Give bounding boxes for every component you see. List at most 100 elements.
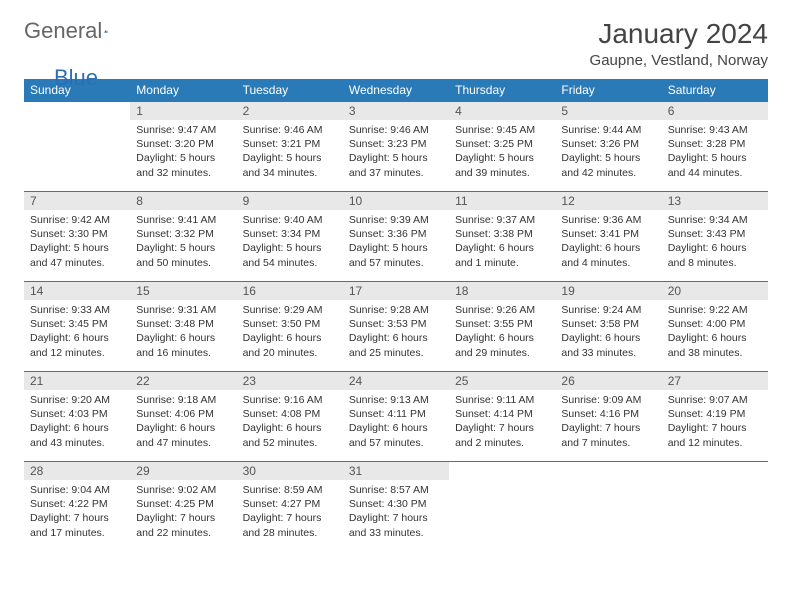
day-number: 30 (237, 462, 343, 480)
calendar-cell: 17 Sunrise: 9:28 AMSunset: 3:53 PMDayligh… (343, 282, 449, 372)
daylight-text-2: and 28 minutes. (243, 526, 337, 540)
day-number: 16 (237, 282, 343, 300)
day-details: Sunrise: 9:45 AMSunset: 3:25 PMDaylight:… (449, 120, 555, 186)
daylight-text: Daylight: 6 hours (455, 331, 549, 345)
sunrise-text: Sunrise: 9:29 AM (243, 303, 337, 317)
sunrise-text: Sunrise: 9:46 AM (349, 123, 443, 137)
daylight-text-2: and 42 minutes. (561, 166, 655, 180)
sunrise-text: Sunrise: 9:26 AM (455, 303, 549, 317)
weekday-header: Saturday (662, 79, 768, 102)
sunset-text: Sunset: 3:53 PM (349, 317, 443, 331)
sunrise-text: Sunrise: 9:31 AM (136, 303, 230, 317)
sunrise-text: Sunrise: 9:18 AM (136, 393, 230, 407)
daylight-text: Daylight: 6 hours (136, 331, 230, 345)
day-number: 28 (24, 462, 130, 480)
sunset-text: Sunset: 3:23 PM (349, 137, 443, 151)
calendar-cell: 9Sunrise: 9:40 AMSunset: 3:34 PMDaylight… (237, 192, 343, 282)
day-details: Sunrise: 9:09 AMSunset: 4:16 PMDaylight:… (555, 390, 661, 456)
day-details: Sunrise: 9:36 AMSunset: 3:41 PMDaylight:… (555, 210, 661, 276)
calendar-cell: 30Sunrise: 8:59 AMSunset: 4:27 PMDayligh… (237, 462, 343, 552)
title-block: January 2024 Gaupne, Vestland, Norway (590, 18, 768, 69)
daylight-text: Daylight: 7 hours (455, 421, 549, 435)
location: Gaupne, Vestland, Norway (590, 52, 768, 69)
sunrise-text: Sunrise: 9:28 AM (349, 303, 443, 317)
day-details: Sunrise: 9:31 AMSunset: 3:48 PMDaylight:… (130, 300, 236, 366)
day-number: 25 (449, 372, 555, 390)
sunset-text: Sunset: 4:14 PM (455, 407, 549, 421)
sunrise-text: Sunrise: 9:02 AM (136, 483, 230, 497)
calendar-cell: 7Sunrise: 9:42 AMSunset: 3:30 PMDaylight… (24, 192, 130, 282)
sunset-text: Sunset: 3:26 PM (561, 137, 655, 151)
sunset-text: Sunset: 3:38 PM (455, 227, 549, 241)
day-details: Sunrise: 9:02 AMSunset: 4:25 PMDaylight:… (130, 480, 236, 546)
daylight-text: Daylight: 6 hours (349, 421, 443, 435)
daylight-text: Daylight: 6 hours (243, 421, 337, 435)
day-details: Sunrise: 9:42 AMSunset: 3:30 PMDaylight:… (24, 210, 130, 276)
day-details: Sunrise: 9:16 AMSunset: 4:08 PMDaylight:… (237, 390, 343, 456)
daylight-text: Daylight: 6 hours (30, 331, 124, 345)
calendar-week-row: 14Sunrise: 9:33 AMSunset: 3:45 PMDayligh… (24, 282, 768, 372)
daylight-text: Daylight: 6 hours (30, 421, 124, 435)
daylight-text: Daylight: 7 hours (243, 511, 337, 525)
sunrise-text: Sunrise: 9:37 AM (455, 213, 549, 227)
daylight-text: Daylight: 6 hours (561, 331, 655, 345)
calendar-cell: 11Sunrise: 9:37 AMSunset: 3:38 PMDayligh… (449, 192, 555, 282)
day-number: 17 (343, 282, 449, 300)
month-title: January 2024 (590, 18, 768, 50)
day-number: 4 (449, 102, 555, 120)
sunset-text: Sunset: 4:19 PM (668, 407, 762, 421)
day-details: Sunrise: 8:57 AMSunset: 4:30 PMDaylight:… (343, 480, 449, 546)
calendar-cell (24, 102, 130, 192)
daylight-text: Daylight: 6 hours (349, 331, 443, 345)
daylight-text-2: and 37 minutes. (349, 166, 443, 180)
daylight-text: Daylight: 5 hours (243, 151, 337, 165)
sunrise-text: Sunrise: 9:13 AM (349, 393, 443, 407)
day-number: 9 (237, 192, 343, 210)
daylight-text-2: and 52 minutes. (243, 436, 337, 450)
day-details: Sunrise: 9:20 AMSunset: 4:03 PMDaylight:… (24, 390, 130, 456)
day-number: 27 (662, 372, 768, 390)
day-details: Sunrise: 9:34 AMSunset: 3:43 PMDaylight:… (662, 210, 768, 276)
calendar-cell: 1Sunrise: 9:47 AMSunset: 3:20 PMDaylight… (130, 102, 236, 192)
day-number: 14 (24, 282, 130, 300)
sunset-text: Sunset: 3:28 PM (668, 137, 762, 151)
weekday-header: Tuesday (237, 79, 343, 102)
day-number: 29 (130, 462, 236, 480)
day-details: Sunrise: 9:18 AMSunset: 4:06 PMDaylight:… (130, 390, 236, 456)
daylight-text: Daylight: 7 hours (349, 511, 443, 525)
calendar-cell: 6Sunrise: 9:43 AMSunset: 3:28 PMDaylight… (662, 102, 768, 192)
daylight-text-2: and 32 minutes. (136, 166, 230, 180)
day-number: 13 (662, 192, 768, 210)
day-details: Sunrise: 9:39 AMSunset: 3:36 PMDaylight:… (343, 210, 449, 276)
sunrise-text: Sunrise: 9:09 AM (561, 393, 655, 407)
sunset-text: Sunset: 3:25 PM (455, 137, 549, 151)
calendar-cell: 12Sunrise: 9:36 AMSunset: 3:41 PMDayligh… (555, 192, 661, 282)
logo: General (24, 18, 128, 44)
daylight-text: Daylight: 5 hours (349, 241, 443, 255)
day-number: 23 (237, 372, 343, 390)
calendar-cell: 3Sunrise: 9:46 AMSunset: 3:23 PMDaylight… (343, 102, 449, 192)
sunset-text: Sunset: 3:50 PM (243, 317, 337, 331)
logo-mark-icon (104, 22, 108, 40)
weekday-header-row: Sunday Monday Tuesday Wednesday Thursday… (24, 79, 768, 102)
header: General January 2024 Gaupne, Vestland, N… (24, 18, 768, 69)
day-number: 6 (662, 102, 768, 120)
sunset-text: Sunset: 4:27 PM (243, 497, 337, 511)
day-number: 1 (130, 102, 236, 120)
sunset-text: Sunset: 3:36 PM (349, 227, 443, 241)
sunset-text: Sunset: 3:34 PM (243, 227, 337, 241)
calendar-cell: 31Sunrise: 8:57 AMSunset: 4:30 PMDayligh… (343, 462, 449, 552)
calendar-cell (449, 462, 555, 552)
calendar-cell: 19Sunrise: 9:24 AMSunset: 3:58 PMDayligh… (555, 282, 661, 372)
calendar-cell: 26Sunrise: 9:09 AMSunset: 4:16 PMDayligh… (555, 372, 661, 462)
daylight-text-2: and 2 minutes. (455, 436, 549, 450)
day-number: 8 (130, 192, 236, 210)
sunset-text: Sunset: 4:25 PM (136, 497, 230, 511)
daylight-text-2: and 47 minutes. (30, 256, 124, 270)
sunset-text: Sunset: 4:22 PM (30, 497, 124, 511)
sunset-text: Sunset: 4:00 PM (668, 317, 762, 331)
sunrise-text: Sunrise: 9:34 AM (668, 213, 762, 227)
daylight-text-2: and 29 minutes. (455, 346, 549, 360)
daylight-text-2: and 43 minutes. (30, 436, 124, 450)
day-number: 26 (555, 372, 661, 390)
